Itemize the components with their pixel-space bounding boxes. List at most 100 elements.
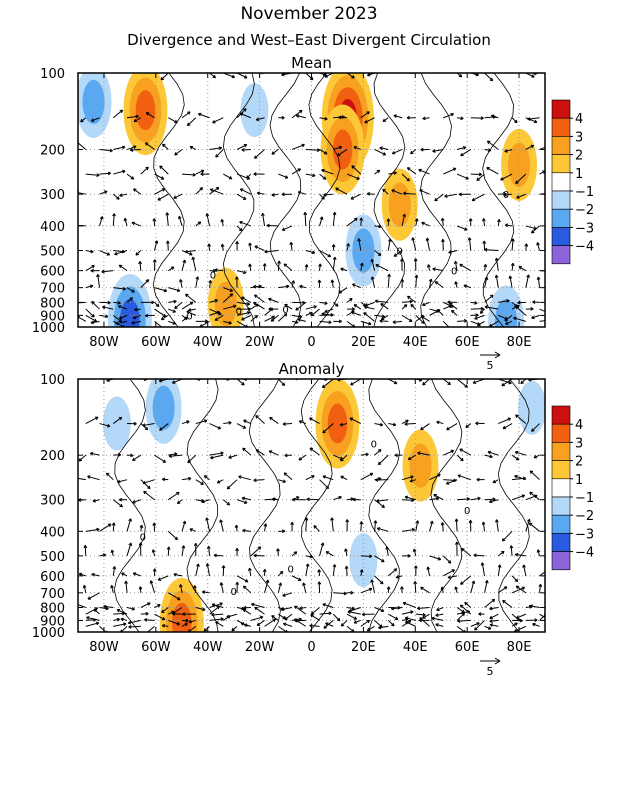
- wind-vector: [539, 584, 542, 593]
- wind-vector: [102, 306, 114, 310]
- wind-vector-head: [404, 422, 408, 426]
- wind-vector-head: [234, 276, 239, 280]
- wind-vector-head: [207, 243, 211, 247]
- colorbar-swatch: [551, 496, 571, 516]
- wind-vector: [363, 312, 375, 322]
- wind-vector: [496, 519, 499, 532]
- wind-vector-head: [299, 606, 303, 610]
- wind-vector-head: [95, 621, 100, 626]
- wind-vector: [91, 117, 100, 122]
- wind-vector-head: [524, 243, 529, 247]
- wind-vector: [377, 454, 389, 466]
- wind-vector-head: [284, 453, 288, 458]
- wind-vector-head: [83, 545, 88, 549]
- wind-vector-head: [492, 479, 497, 484]
- colorbar-swatch: [551, 117, 571, 137]
- wind-vector: [253, 479, 265, 481]
- wind-vector: [443, 569, 455, 577]
- wind-vector: [322, 423, 334, 434]
- wind-vector: [243, 585, 252, 594]
- wind-vector-head: [129, 148, 134, 152]
- wind-vector-head: [122, 169, 126, 174]
- wind-vector-head: [106, 423, 111, 428]
- wind-vector: [401, 304, 408, 310]
- wind-vector-head: [477, 322, 481, 327]
- wind-vector-head: [505, 321, 509, 325]
- wind-vector-head: [504, 149, 508, 153]
- wind-vector: [502, 530, 513, 542]
- wind-vector-head: [481, 521, 486, 525]
- wind-vector-head: [403, 191, 407, 196]
- wind-vector-head: [426, 566, 431, 570]
- wind-vector-head: [144, 142, 149, 146]
- wind-vector: [323, 193, 334, 196]
- wind-vector-head: [546, 311, 549, 314]
- wind-vector-head: [227, 615, 231, 619]
- wind-vector-head: [361, 612, 366, 617]
- wind-vector-head: [189, 145, 194, 150]
- wind-vector: [456, 117, 464, 120]
- wind-vector-head: [317, 279, 322, 283]
- wind-vector-head: [197, 221, 202, 225]
- wind-vector-head: [189, 301, 194, 306]
- wind-vector: [304, 212, 307, 226]
- wind-vector: [387, 238, 391, 251]
- wind-vector: [223, 287, 233, 292]
- wind-vector: [474, 620, 485, 631]
- wind-vector: [498, 300, 510, 303]
- wind-vector: [256, 117, 265, 121]
- wind-vector-head: [376, 499, 380, 503]
- wind-vector: [92, 499, 100, 502]
- colorbar-label: 1: [575, 473, 583, 488]
- wind-vector: [154, 308, 167, 318]
- wind-vector-head: [487, 450, 492, 455]
- wind-vector-head: [407, 619, 412, 624]
- wind-vector: [305, 305, 317, 310]
- wind-vector-head: [459, 263, 463, 268]
- colorbar-swatch: [551, 227, 571, 246]
- wind-vector: [133, 314, 141, 319]
- wind-vector: [498, 586, 508, 594]
- wind-vector: [299, 606, 306, 609]
- wind-vector-head: [151, 300, 155, 305]
- wind-vector-head: [239, 220, 243, 225]
- wind-vector: [434, 281, 444, 289]
- x-tick-label: 80W: [89, 640, 119, 655]
- wind-vector: [531, 225, 540, 234]
- wind-vector: [140, 613, 149, 615]
- wind-vector: [510, 545, 513, 556]
- wind-vector: [457, 474, 471, 481]
- wind-vector: [140, 525, 143, 532]
- divergence-blob: [102, 396, 131, 451]
- wind-vector-head: [364, 119, 368, 124]
- wind-vector: [528, 522, 540, 532]
- wind-vector-head: [347, 610, 351, 614]
- wind-vector-head: [501, 538, 506, 542]
- wind-vector: [223, 615, 231, 621]
- y-tick-label: 900: [40, 309, 65, 324]
- wind-vector-head: [281, 192, 285, 197]
- wind-vector-head: [447, 381, 451, 386]
- wind-vector: [347, 611, 361, 615]
- wind-vector-head: [228, 320, 232, 325]
- wind-vector-head: [457, 619, 461, 623]
- wind-vector-head: [213, 553, 217, 558]
- wind-vector: [427, 566, 431, 576]
- wind-vector-head: [328, 611, 332, 616]
- wind-vector-head: [510, 238, 515, 242]
- wind-vector: [222, 499, 230, 506]
- wind-vector-head: [353, 304, 358, 308]
- wind-vector: [338, 287, 348, 294]
- wind-vector-head: [186, 122, 191, 127]
- wind-vector: [455, 518, 458, 532]
- wind-vector: [504, 148, 513, 153]
- wind-vector-head: [410, 610, 414, 614]
- wind-vector-head: [309, 447, 314, 452]
- wind-vector-head: [379, 422, 384, 427]
- wind-vector: [168, 308, 176, 313]
- wind-vector-head: [302, 582, 306, 586]
- wind-vector-head: [514, 450, 519, 455]
- wind-vector-head: [133, 188, 137, 192]
- wind-vector-head: [74, 224, 77, 227]
- wind-vector: [515, 585, 527, 594]
